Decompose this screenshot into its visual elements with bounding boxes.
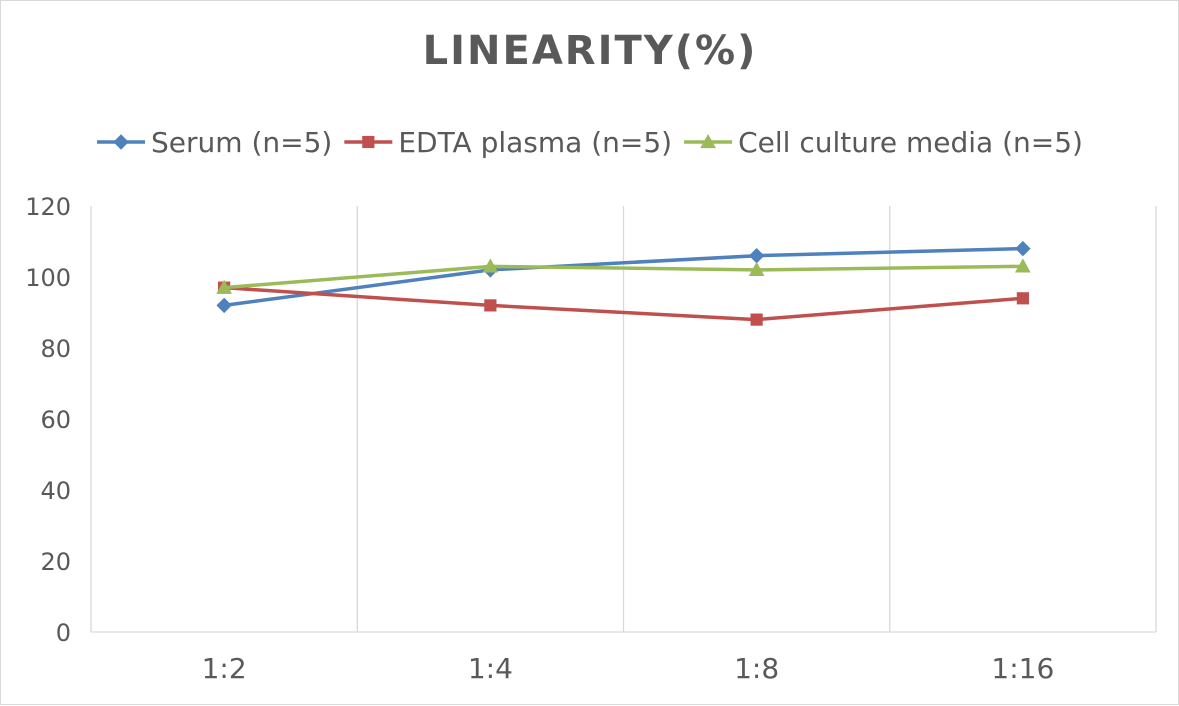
x-tick-label: 1:8 (734, 652, 779, 685)
y-tick-label: 40 (40, 477, 71, 505)
y-axis-ticks: 0 20 40 60 80 100 120 (25, 193, 71, 647)
chart-title: LINEARITY(%) (423, 28, 758, 74)
data-point-diamond (216, 297, 232, 314)
data-point-triangle (1015, 258, 1031, 273)
data-point-triangle (748, 261, 765, 276)
legend-label: Serum (n=5) (151, 126, 332, 159)
grid (90, 206, 1157, 633)
series-line (223, 264, 1023, 290)
legend-label: Cell culture media (n=5) (738, 126, 1083, 159)
data-point-triangle (216, 279, 232, 294)
x-tick-label: 1:16 (991, 652, 1054, 685)
x-axis-ticks: 1:2 1:4 1:8 1:16 (202, 652, 1055, 685)
y-tick-label: 80 (40, 335, 71, 363)
data-point-triangle (700, 133, 716, 149)
y-tick-label: 0 (56, 619, 71, 647)
x-tick-label: 1:4 (468, 652, 513, 685)
legend: Serum (n=5) EDTA plasma (n=5) Cell culture… (97, 126, 1083, 159)
data-point-square (750, 313, 763, 326)
series-line (224, 285, 1024, 322)
series-3 (216, 258, 1031, 294)
data-point-diamond (1015, 240, 1031, 257)
series-layer (216, 240, 1031, 326)
data-point-triangle (482, 258, 499, 273)
data-point-diamond (113, 134, 129, 150)
data-point-square (484, 299, 497, 312)
y-tick-label: 100 (25, 264, 71, 292)
x-tick-label: 1:2 (202, 652, 247, 685)
data-point-diamond (748, 247, 765, 264)
series-line (223, 246, 1023, 308)
y-tick-label: 60 (40, 406, 71, 434)
series-1 (216, 240, 1031, 314)
data-point-square (362, 135, 375, 149)
y-tick-label: 120 (25, 193, 71, 221)
legend-label: EDTA plasma (n=5) (398, 126, 672, 159)
y-tick-label: 20 (40, 548, 71, 576)
data-point-square (1016, 292, 1029, 305)
